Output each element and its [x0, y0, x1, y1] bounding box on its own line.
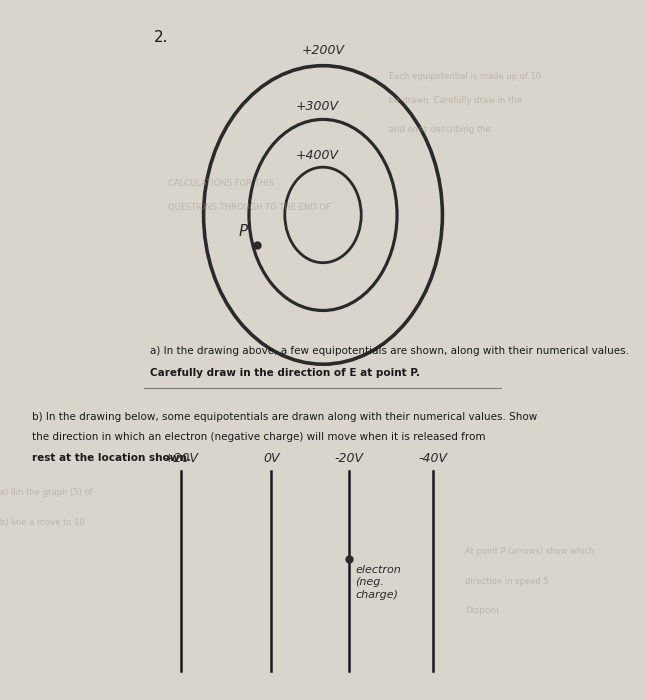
Text: a) llin the graph (5) of: a) llin the graph (5) of — [0, 489, 92, 497]
Text: Each equipotential is made up of 10: Each equipotential is made up of 10 — [389, 71, 541, 80]
Text: P: P — [238, 224, 248, 239]
Text: rest at the location shown.: rest at the location shown. — [32, 453, 191, 463]
Text: 2.: 2. — [154, 30, 168, 45]
Text: +200V: +200V — [302, 44, 344, 57]
Text: Carefully draw in the direction of E at point P.: Carefully draw in the direction of E at … — [150, 368, 420, 378]
Text: be drawn. Carefully draw in the: be drawn. Carefully draw in the — [389, 95, 521, 104]
Text: b) In the drawing below, some equipotentials are drawn along with their numerica: b) In the drawing below, some equipotent… — [32, 412, 537, 422]
Text: direction in speed 5: direction in speed 5 — [465, 577, 548, 585]
Text: +400V: +400V — [295, 149, 339, 162]
Text: the direction in which an electron (negative charge) will move when it is releas: the direction in which an electron (nega… — [32, 433, 486, 442]
Text: QUESTIONS THROUGH TO THE END OF: QUESTIONS THROUGH TO THE END OF — [168, 203, 331, 212]
Text: +20V: +20V — [163, 452, 198, 465]
Text: a) In the drawing above, a few equipotentials are shown, along with their numeri: a) In the drawing above, a few equipoten… — [150, 346, 629, 356]
Text: +300V: +300V — [295, 100, 339, 113]
Text: electron
(neg.
charge): electron (neg. charge) — [355, 565, 401, 600]
Text: Disponi: Disponi — [465, 606, 499, 615]
Text: -20V: -20V — [335, 452, 363, 465]
Text: CALCULATIONS FOR THIS: CALCULATIONS FOR THIS — [168, 179, 273, 188]
Text: At point P (arrows) show which: At point P (arrows) show which — [465, 547, 595, 556]
Text: b) line a move to 10: b) line a move to 10 — [0, 518, 85, 526]
Text: 0V: 0V — [263, 452, 280, 465]
Text: and ones describing the: and ones describing the — [389, 125, 490, 134]
Text: -40V: -40V — [419, 452, 447, 465]
